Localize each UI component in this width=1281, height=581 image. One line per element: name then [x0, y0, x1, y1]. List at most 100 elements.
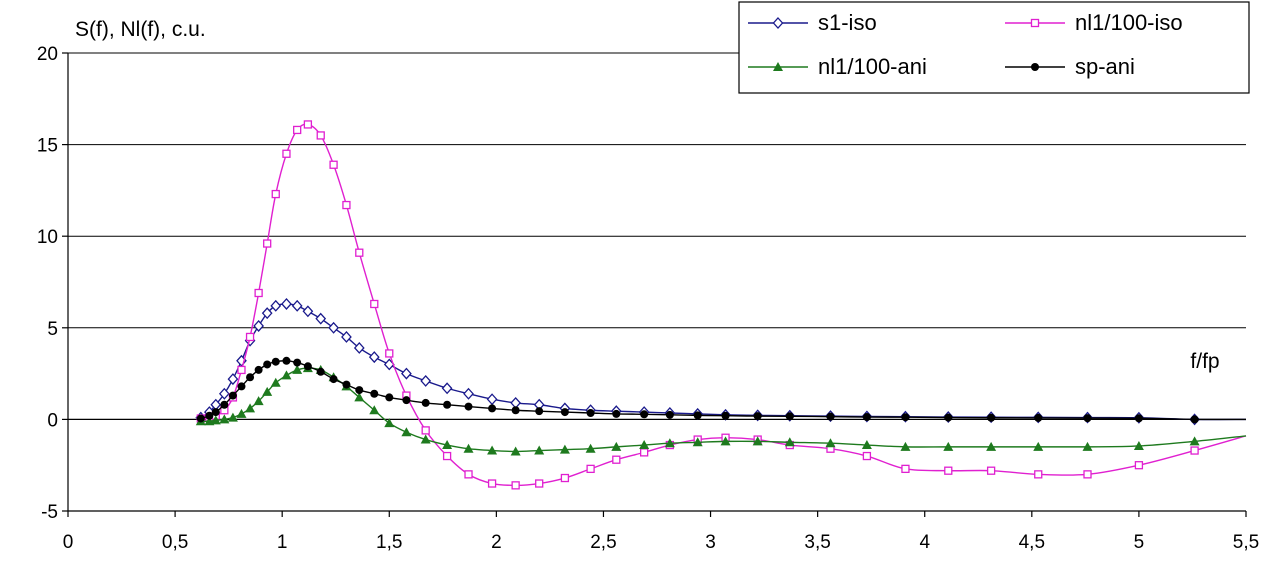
data-point — [342, 380, 351, 389]
data-point — [293, 358, 302, 367]
data-point — [442, 440, 453, 450]
data-point — [785, 412, 794, 421]
y-tick-label: 15 — [37, 136, 58, 157]
data-point — [511, 406, 520, 415]
data-point — [329, 375, 338, 384]
data-point — [355, 386, 364, 395]
data-point — [463, 443, 474, 453]
data-point — [421, 398, 430, 407]
y-tick-label: 5 — [47, 319, 58, 340]
legend-label: s1-iso — [818, 10, 877, 35]
x-tick-label: 4 — [919, 532, 930, 553]
data-point — [196, 414, 205, 423]
data-point — [328, 321, 339, 334]
data-point — [220, 400, 229, 409]
data-point — [464, 402, 473, 411]
data-point — [303, 362, 312, 371]
data-point — [237, 382, 246, 391]
data-point — [211, 408, 220, 417]
data-point — [281, 298, 292, 310]
x-tick-label: 0 — [63, 532, 74, 553]
x-tick-label: 5 — [1134, 532, 1145, 553]
data-point — [227, 412, 238, 422]
data-point — [1033, 441, 1044, 451]
data-point — [254, 365, 263, 374]
data-point — [721, 411, 730, 420]
data-point — [355, 248, 364, 257]
data-point — [291, 299, 303, 312]
data-point — [236, 408, 247, 418]
legend-swatch-marker — [773, 62, 783, 71]
data-point — [560, 473, 570, 483]
data-point — [271, 357, 280, 366]
legend-item: sp-ani — [1005, 54, 1135, 79]
data-point — [218, 387, 230, 400]
data-point — [270, 377, 281, 387]
legend-swatch-marker — [1030, 18, 1040, 28]
data-point — [385, 393, 394, 402]
data-point — [443, 400, 452, 409]
data-point — [488, 404, 497, 413]
data-point — [586, 408, 595, 417]
data-point — [720, 436, 731, 446]
data-point — [901, 413, 910, 422]
x-tick-label: 3 — [705, 532, 716, 553]
data-point — [825, 438, 836, 448]
x-axis-title: f/fp — [1190, 350, 1219, 373]
data-point — [487, 479, 497, 488]
data-point — [559, 444, 570, 454]
data-point — [585, 443, 596, 453]
axes — [67, 53, 1246, 512]
data-point — [303, 120, 313, 129]
data-point — [1134, 414, 1143, 423]
x-tick-label: 3,5 — [804, 532, 830, 553]
data-point — [1133, 440, 1144, 450]
data-point — [205, 411, 214, 420]
data-point — [237, 365, 246, 375]
data-point — [253, 319, 264, 332]
data-point — [420, 434, 431, 444]
data-point — [1082, 441, 1093, 451]
legend-label: nl1/100-ani — [818, 54, 927, 79]
y-axis-title: S(f), Nl(f), c.u. — [75, 18, 206, 41]
data-point — [354, 392, 365, 402]
legend-item: s1-iso — [748, 10, 877, 35]
data-point — [862, 413, 871, 422]
data-point — [986, 441, 997, 451]
data-point — [353, 341, 365, 354]
data-point — [442, 451, 452, 461]
data-point — [861, 440, 872, 450]
x-tick-label: 2 — [491, 532, 502, 553]
data-point — [1083, 470, 1092, 479]
data-point — [368, 351, 380, 364]
data-point — [487, 445, 498, 455]
data-point — [421, 426, 430, 435]
data-point — [510, 446, 521, 456]
data-point — [302, 305, 314, 318]
y-tick-label: 0 — [47, 410, 58, 431]
data-point — [534, 445, 545, 455]
data-point — [271, 189, 280, 199]
data-point — [463, 387, 474, 400]
data-point — [245, 332, 255, 342]
data-point — [281, 370, 292, 380]
data-point — [639, 448, 649, 457]
data-point — [1190, 415, 1199, 424]
data-point — [261, 307, 273, 320]
legend-swatch-marker — [1031, 63, 1039, 71]
data-point — [611, 441, 622, 451]
data-point — [370, 299, 379, 309]
x-tick-label: 1,5 — [376, 532, 402, 553]
data-point — [1034, 413, 1043, 422]
data-point — [1034, 470, 1043, 479]
data-point — [254, 288, 263, 298]
grid-lines — [68, 52, 1246, 329]
data-point — [511, 481, 520, 490]
data-point — [263, 360, 272, 369]
data-point — [401, 427, 412, 437]
data-point — [486, 393, 498, 406]
data-point — [420, 374, 432, 387]
